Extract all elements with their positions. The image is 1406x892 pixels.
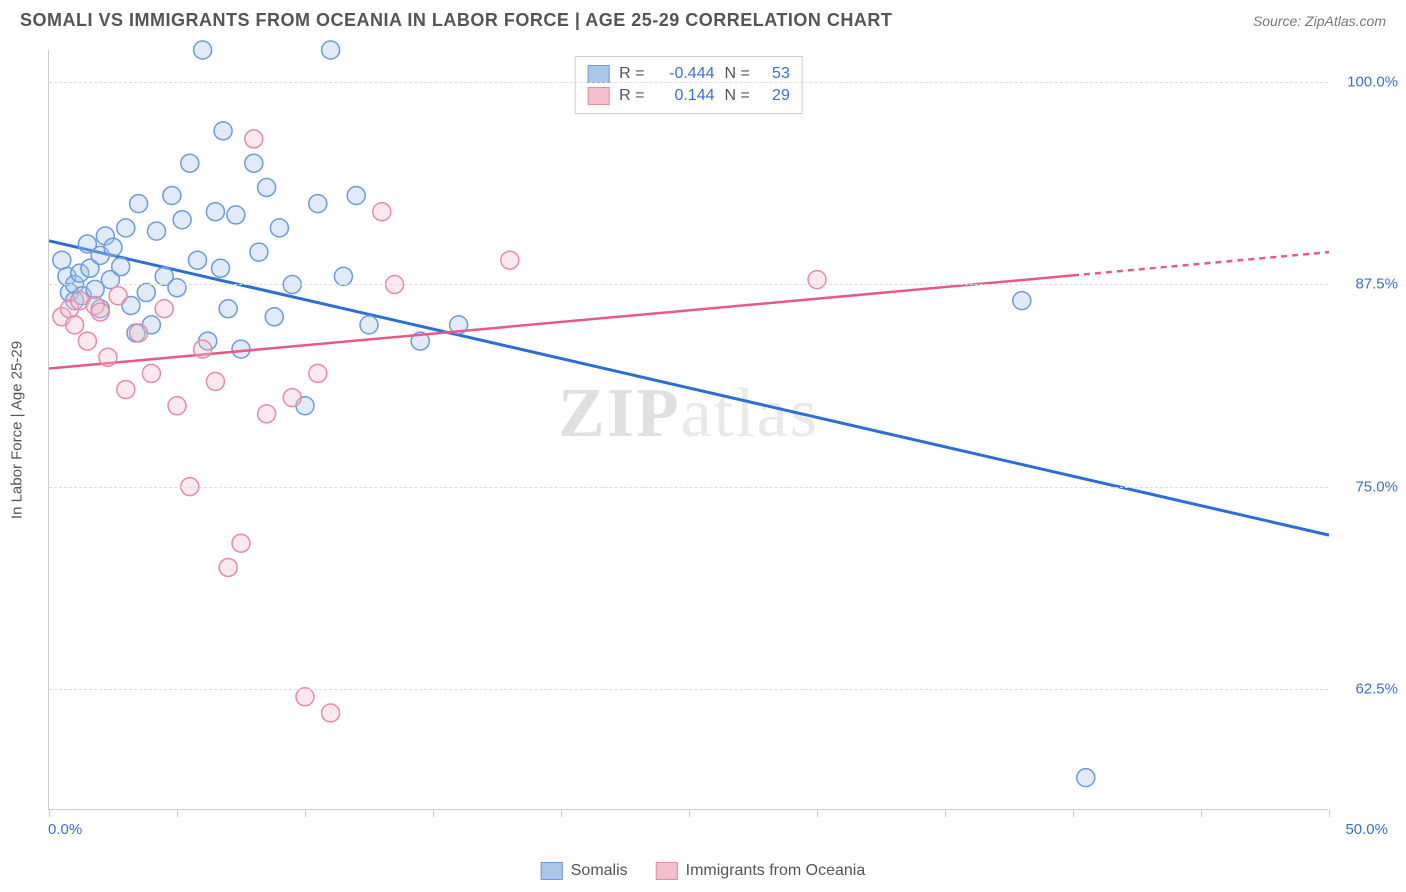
data-point-1 bbox=[283, 389, 301, 407]
data-point-1 bbox=[322, 704, 340, 722]
data-point-0 bbox=[232, 340, 250, 358]
x-axis-max-label: 50.0% bbox=[1345, 821, 1388, 838]
data-point-0 bbox=[1077, 769, 1095, 787]
correlation-legend: R = -0.444 N = 53 R = 0.144 N = 29 bbox=[574, 56, 803, 114]
data-point-0 bbox=[214, 122, 232, 140]
bottom-legend: Somalis Immigrants from Oceania bbox=[541, 862, 866, 880]
data-point-1 bbox=[219, 558, 237, 576]
bottom-legend-item-0: Somalis bbox=[541, 862, 628, 880]
chart-plot-area: In Labor Force | Age 25-29 ZIPatlas R = … bbox=[48, 50, 1328, 810]
data-point-0 bbox=[1013, 292, 1031, 310]
data-point-0 bbox=[258, 178, 276, 196]
data-point-0 bbox=[163, 187, 181, 205]
data-point-0 bbox=[148, 222, 166, 240]
data-point-0 bbox=[188, 251, 206, 269]
chart-title: SOMALI VS IMMIGRANTS FROM OCEANIA IN LAB… bbox=[20, 10, 892, 31]
chart-header: SOMALI VS IMMIGRANTS FROM OCEANIA IN LAB… bbox=[0, 0, 1406, 41]
data-point-0 bbox=[360, 316, 378, 334]
data-point-0 bbox=[181, 154, 199, 172]
data-point-1 bbox=[194, 340, 212, 358]
data-point-1 bbox=[78, 332, 96, 350]
x-tick bbox=[49, 809, 50, 817]
data-point-1 bbox=[168, 397, 186, 415]
data-point-0 bbox=[173, 211, 191, 229]
y-tick-label: 75.0% bbox=[1338, 478, 1398, 495]
data-point-1 bbox=[130, 324, 148, 342]
chart-source: Source: ZipAtlas.com bbox=[1253, 13, 1386, 29]
bottom-legend-swatch-1 bbox=[656, 862, 678, 880]
data-point-1 bbox=[373, 203, 391, 221]
y-tick-label: 62.5% bbox=[1338, 680, 1398, 697]
data-point-1 bbox=[91, 303, 109, 321]
x-tick bbox=[561, 809, 562, 817]
data-point-0 bbox=[322, 41, 340, 59]
x-tick bbox=[305, 809, 306, 817]
data-point-1 bbox=[232, 534, 250, 552]
data-point-0 bbox=[112, 258, 130, 276]
x-tick bbox=[177, 809, 178, 817]
y-tick-label: 87.5% bbox=[1338, 276, 1398, 293]
data-point-1 bbox=[142, 364, 160, 382]
bottom-legend-label-0: Somalis bbox=[571, 862, 628, 880]
x-tick bbox=[1329, 809, 1330, 817]
x-tick bbox=[1073, 809, 1074, 817]
corr-n-1: 29 bbox=[760, 87, 790, 105]
corr-n-0: 53 bbox=[760, 65, 790, 83]
data-point-0 bbox=[227, 206, 245, 224]
x-tick bbox=[433, 809, 434, 817]
data-point-0 bbox=[194, 41, 212, 59]
data-point-1 bbox=[309, 364, 327, 382]
gridline-h bbox=[49, 689, 1328, 690]
x-tick bbox=[1201, 809, 1202, 817]
scatter-plot-svg bbox=[49, 50, 1328, 809]
data-point-1 bbox=[66, 316, 84, 334]
legend-swatch-1 bbox=[587, 87, 609, 105]
data-point-1 bbox=[109, 287, 127, 305]
data-point-0 bbox=[250, 243, 268, 261]
data-point-0 bbox=[117, 219, 135, 237]
data-point-1 bbox=[117, 381, 135, 399]
data-point-0 bbox=[309, 195, 327, 213]
data-point-0 bbox=[219, 300, 237, 318]
data-point-0 bbox=[104, 238, 122, 256]
data-point-1 bbox=[258, 405, 276, 423]
data-point-1 bbox=[296, 688, 314, 706]
x-axis-min-label: 0.0% bbox=[48, 821, 82, 838]
bottom-legend-item-1: Immigrants from Oceania bbox=[656, 862, 866, 880]
gridline-h bbox=[49, 284, 1328, 285]
legend-row-series-1: R = 0.144 N = 29 bbox=[587, 85, 790, 107]
data-point-0 bbox=[245, 154, 263, 172]
data-point-1 bbox=[206, 372, 224, 390]
data-point-1 bbox=[99, 348, 117, 366]
data-point-0 bbox=[334, 267, 352, 285]
y-axis-title: In Labor Force | Age 25-29 bbox=[9, 340, 26, 518]
x-tick bbox=[689, 809, 690, 817]
data-point-0 bbox=[212, 259, 230, 277]
y-tick-label: 100.0% bbox=[1338, 74, 1398, 91]
data-point-1 bbox=[501, 251, 519, 269]
corr-r-1: 0.144 bbox=[655, 87, 715, 105]
data-point-0 bbox=[168, 279, 186, 297]
x-tick bbox=[945, 809, 946, 817]
data-point-0 bbox=[347, 187, 365, 205]
legend-swatch-0 bbox=[587, 65, 609, 83]
data-point-1 bbox=[808, 271, 826, 289]
data-point-0 bbox=[137, 284, 155, 302]
x-tick bbox=[817, 809, 818, 817]
gridline-h bbox=[49, 82, 1328, 83]
bottom-legend-label-1: Immigrants from Oceania bbox=[686, 862, 866, 880]
data-point-1 bbox=[245, 130, 263, 148]
data-point-0 bbox=[53, 251, 71, 269]
gridline-h bbox=[49, 487, 1328, 488]
corr-r-0: -0.444 bbox=[655, 65, 715, 83]
bottom-legend-swatch-0 bbox=[541, 862, 563, 880]
data-point-0 bbox=[206, 203, 224, 221]
data-point-1 bbox=[155, 300, 173, 318]
regression-line-dashed-1 bbox=[1073, 252, 1329, 275]
data-point-0 bbox=[265, 308, 283, 326]
data-point-0 bbox=[130, 195, 148, 213]
data-point-0 bbox=[270, 219, 288, 237]
